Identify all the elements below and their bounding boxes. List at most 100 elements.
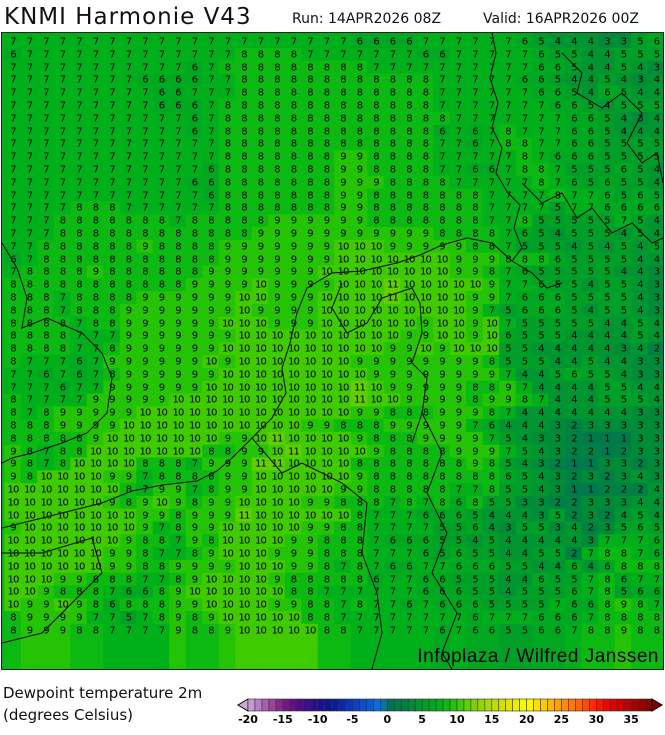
grid-value: 9 [488,369,495,381]
grid-value: 7 [488,612,495,624]
field-cell [268,73,286,88]
field-cell [152,47,171,62]
grid-value: 7 [26,164,33,176]
grid-value: 9 [439,420,445,432]
grid-value: 7 [191,202,198,214]
grid-value: 10 [452,279,465,291]
grid-value: 7 [109,164,115,176]
grid-value: 6 [455,599,462,611]
field-cell [416,73,435,88]
grid-value: 9 [158,369,165,381]
grid-value: 7 [142,113,148,125]
field-cell [383,47,402,62]
grid-value: 8 [323,190,330,202]
grid-value: 8 [340,625,346,637]
grid-value: 6 [472,126,478,138]
field-cell [515,86,534,101]
grid-value: 8 [340,74,346,86]
grid-value: 7 [92,356,99,368]
field-cell [383,73,402,88]
grid-value: 5 [587,292,594,304]
grid-value: 8 [92,305,99,317]
grid-value: 10 [254,561,267,573]
field-cell [367,99,385,113]
grid-value: 9 [241,279,247,291]
grid-value: 8 [554,190,561,202]
grid-value: 8 [76,305,82,317]
grid-value: 9 [422,433,429,445]
grid-value: 7 [109,190,115,202]
grid-value: 9 [389,420,396,432]
grid-value: 5 [571,228,577,240]
grid-value: 8 [389,407,396,419]
grid-value: 5 [455,522,462,534]
grid-value: 9 [290,215,297,227]
grid-value: 9 [439,343,445,355]
grid-value: 7 [76,113,82,125]
field-cell [86,60,105,75]
grid-value: 7 [142,49,148,61]
field-cell [152,33,171,49]
grid-value: 8 [26,446,33,458]
grid-value: 8 [158,561,165,573]
grid-value: 5 [587,228,594,240]
grid-value: 7 [439,62,445,74]
field-cell [317,60,336,75]
grid-value: 7 [76,138,82,150]
grid-value: 4 [587,87,594,99]
grid-value: 9 [257,305,264,317]
grid-value: 8 [109,215,115,227]
grid-value: 8 [323,151,330,163]
grid-value: 4 [637,241,643,253]
grid-value: 10 [40,574,52,586]
grid-value: 9 [340,190,346,202]
grid-value: 5 [587,100,594,112]
grid-value: 9 [389,343,396,355]
field-cell [136,86,154,101]
grid-value: 3 [637,433,643,445]
grid-value: 8 [92,215,99,227]
grid-value: 6 [571,586,577,598]
field-cell [218,33,237,49]
field-cell [103,111,121,126]
grid-value: 9 [109,497,115,509]
grid-value: 8 [10,292,16,304]
grid-value: 4 [620,356,627,368]
grid-value: 5 [488,599,495,611]
grid-value: 8 [406,87,412,99]
field-cell [169,111,187,126]
grid-value: 7 [26,100,33,112]
grid-value: 4 [620,74,627,86]
field-cell [70,33,88,49]
grid-value: 4 [653,510,660,522]
grid-value: 5 [637,510,643,522]
grid-value: 3 [653,471,660,483]
grid-value: 10 [172,446,184,458]
grid-value: 9 [373,446,379,458]
grid-value: 7 [521,279,528,291]
grid-value: 9 [76,407,82,419]
grid-value: 8 [175,510,181,522]
field-cell [169,60,187,75]
grid-value: 8 [290,138,297,150]
grid-value: 9 [191,535,198,547]
grid-value: 5 [521,356,528,368]
grid-value: 9 [125,471,132,483]
grid-value: 9 [274,241,280,253]
grid-value: 7 [175,202,181,214]
grid-value: 7 [455,484,462,496]
field-cell [185,60,204,75]
grid-value: 7 [505,113,511,125]
grid-value: 5 [538,228,544,240]
field-cell [647,86,663,101]
grid-value: 7 [158,151,165,163]
grid-value: 9 [422,420,429,432]
grid-value: 6 [571,138,577,150]
field-cell [334,47,352,62]
grid-value: 8 [439,202,445,214]
grid-value: 10 [122,420,135,432]
grid-value: 7 [92,382,99,394]
colorbar-box [282,698,291,712]
grid-value: 9 [208,369,214,381]
grid-value: 6 [191,126,198,138]
